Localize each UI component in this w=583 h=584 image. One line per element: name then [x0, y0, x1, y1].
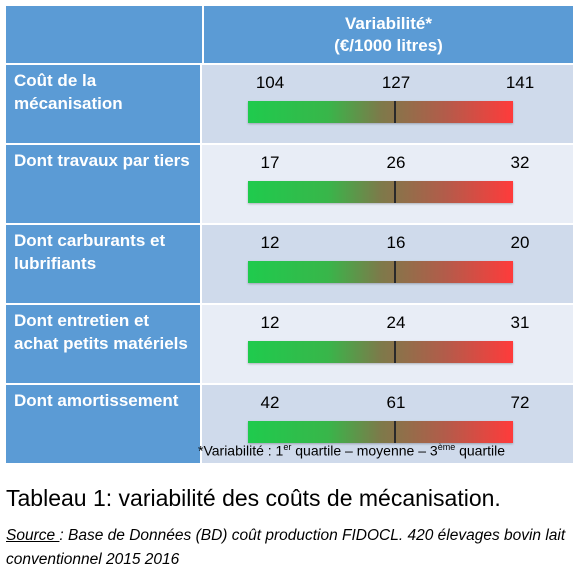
footnote-sup-2: ème [437, 442, 456, 452]
q3-value: 72 [510, 393, 530, 412]
q1-value: 12 [260, 233, 280, 252]
q3-value: 20 [510, 233, 530, 252]
variability-bar [248, 421, 513, 443]
footnote-sup-1: er [283, 442, 292, 452]
mean-marker [394, 421, 396, 443]
variability-bar [248, 261, 513, 283]
row-label: Dont entretien et achat petits matériels [6, 305, 202, 383]
row-label: Dont carburants et lubrifiants [6, 225, 202, 303]
source-label: Source [6, 527, 60, 544]
mean-value: 24 [386, 313, 406, 332]
table-row: Dont amortissement 42 61 72 [6, 383, 573, 463]
header-unit: (€/1000 litres) [334, 35, 443, 55]
table-header: Variabilité* (€/1000 litres) [6, 6, 573, 63]
mean-marker [394, 181, 396, 203]
row-label: Dont amortissement [6, 385, 202, 463]
source-note: Source : Base de Données (BD) coût produ… [6, 524, 576, 572]
q3-value: 32 [510, 153, 530, 172]
q1-value: 17 [260, 153, 280, 172]
row-data: 104 127 141 [202, 65, 573, 143]
mean-value: 26 [386, 153, 406, 172]
mean-marker [394, 341, 396, 363]
row-data: 17 26 32 [202, 145, 573, 223]
header-title: Variabilité* [345, 13, 432, 33]
variability-bar [248, 341, 513, 363]
row-label: Coût de la mécanisation [6, 65, 202, 143]
q3-value: 141 [505, 73, 535, 92]
mean-marker [394, 261, 396, 283]
q1-value: 42 [260, 393, 280, 412]
mean-marker [394, 101, 396, 123]
footnote-middle: quartile – moyenne – 3 [291, 442, 438, 459]
variability-table: Variabilité* (€/1000 litres) Coût de la … [6, 6, 573, 463]
row-data: 12 24 31 [202, 305, 573, 383]
q3-value: 31 [510, 313, 530, 332]
source-text: : Base de Données (BD) coût production F… [6, 527, 566, 568]
footnote: *Variabilité : 1er quartile – moyenne – … [198, 442, 505, 459]
variability-bar [248, 181, 513, 203]
header-variability-cell: Variabilité* (€/1000 litres) [204, 6, 573, 63]
mean-value: 16 [386, 233, 406, 252]
mean-value: 61 [386, 393, 406, 412]
header-empty-cell [6, 6, 204, 63]
mean-value: 127 [381, 73, 411, 92]
table-row: Dont carburants et lubrifiants 12 16 20 [6, 223, 573, 303]
table-row: Coût de la mécanisation 104 127 141 [6, 63, 573, 143]
footnote-suffix: quartile [455, 442, 506, 459]
table-row: Dont entretien et achat petits matériels… [6, 303, 573, 383]
footnote-prefix: *Variabilité : 1 [198, 442, 284, 459]
table-caption: Tableau 1: variabilité des coûts de méca… [6, 485, 501, 511]
table-row: Dont travaux par tiers 17 26 32 [6, 143, 573, 223]
row-label: Dont travaux par tiers [6, 145, 202, 223]
row-data: 12 16 20 [202, 225, 573, 303]
row-data: 42 61 72 [202, 385, 573, 463]
variability-bar [248, 101, 513, 123]
q1-value: 104 [255, 73, 285, 92]
q1-value: 12 [260, 313, 280, 332]
